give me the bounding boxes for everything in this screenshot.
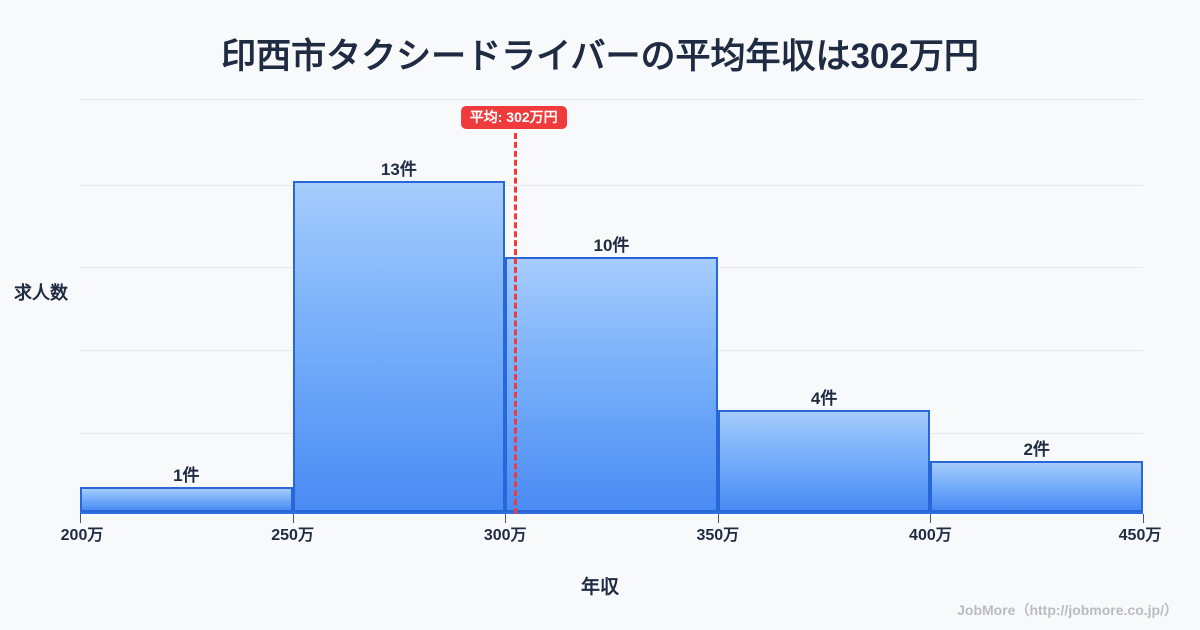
average-badge: 平均: 302万円 bbox=[460, 106, 567, 129]
x-axis-tick-label: 400万 bbox=[909, 527, 952, 544]
bar bbox=[80, 486, 293, 512]
x-axis-tick-label: 450万 bbox=[1118, 527, 1162, 544]
bar bbox=[930, 461, 1143, 512]
x-axis-tick-label: 300万 bbox=[483, 527, 527, 544]
x-axis-tick-label: 350万 bbox=[696, 527, 740, 544]
average-line bbox=[513, 133, 517, 514]
bar bbox=[505, 257, 718, 512]
x-axis-label: 年収 bbox=[580, 577, 619, 598]
x-axis-tick-label: 200万 bbox=[60, 527, 104, 544]
gridline bbox=[80, 99, 1143, 100]
x-axis-tick-mark bbox=[930, 514, 932, 523]
gridline bbox=[80, 185, 1143, 186]
bar bbox=[717, 410, 931, 512]
x-axis-tick-mark bbox=[717, 514, 719, 523]
bar bbox=[292, 180, 506, 512]
x-axis-tick-mark bbox=[292, 514, 294, 523]
x-axis-tick-mark bbox=[1143, 514, 1144, 523]
x-axis-tick-mark bbox=[80, 514, 81, 523]
bar-value-label: 2件 bbox=[1023, 440, 1050, 459]
bar-value-label: 13件 bbox=[380, 159, 417, 179]
x-axis-tick-label: 250万 bbox=[271, 527, 314, 544]
page-title: 印西市タクシードライバーの平均年収は302万円 bbox=[221, 37, 979, 76]
bar-value-label: 10件 bbox=[593, 236, 630, 256]
x-axis-tick-mark bbox=[505, 514, 507, 523]
bar-value-label: 1件 bbox=[173, 465, 200, 485]
footer-watermark: JobMore（http://jobmore.co.jp/） bbox=[957, 602, 1178, 618]
y-axis-label: 求人数 bbox=[14, 283, 68, 303]
x-axis-line bbox=[80, 512, 1143, 514]
bar-value-label: 4件 bbox=[810, 389, 838, 409]
